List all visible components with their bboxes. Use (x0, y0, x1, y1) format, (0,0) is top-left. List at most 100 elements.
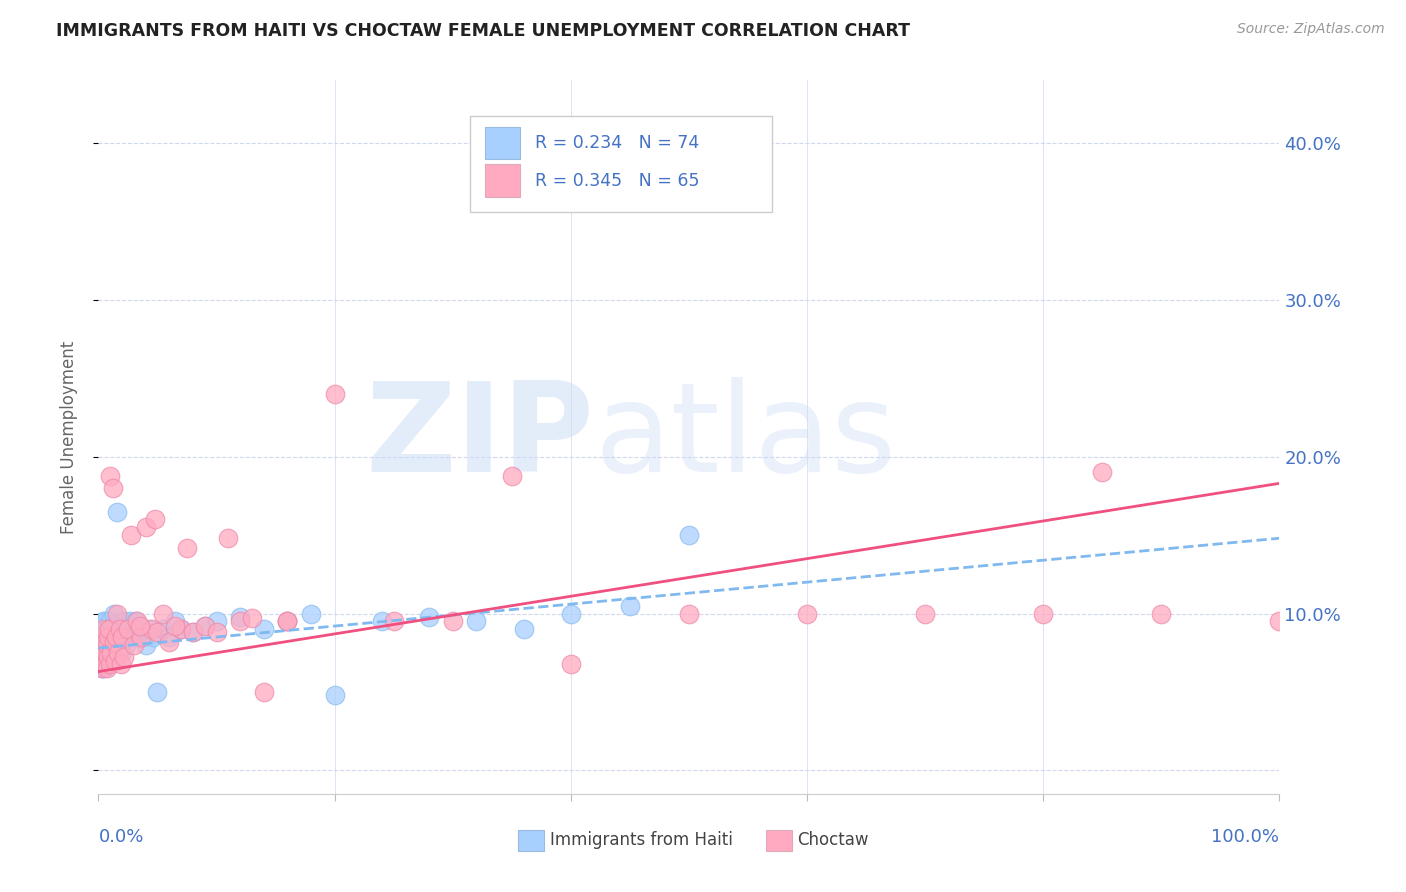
Point (89, 646, 111, 660)
Text: 0.0%: 0.0% (98, 828, 143, 847)
Point (91, 630, 114, 644)
Point (101, 481, 124, 495)
Point (678, 528, 700, 542)
Point (98, 638, 121, 652)
Point (105, 607, 128, 621)
Point (1091, 466, 1114, 480)
Point (120, 615, 142, 629)
Point (127, 615, 149, 629)
Point (135, 520, 157, 534)
Point (91, 657, 114, 671)
Point (108, 622, 131, 636)
Point (253, 622, 276, 636)
Point (107, 646, 129, 660)
Point (111, 630, 134, 644)
Point (121, 528, 143, 542)
Point (91, 625, 114, 640)
FancyBboxPatch shape (485, 164, 520, 196)
Point (1150, 607, 1173, 621)
Point (217, 531, 239, 545)
Point (96, 646, 118, 660)
Point (94, 657, 117, 671)
Point (114, 638, 136, 652)
Point (97, 630, 120, 644)
Point (101, 650, 124, 665)
Point (152, 607, 174, 621)
Point (152, 622, 174, 636)
Point (117, 630, 139, 644)
Point (181, 625, 204, 640)
Point (276, 615, 298, 629)
Point (94, 646, 117, 660)
Point (253, 685, 276, 699)
Point (129, 630, 152, 644)
FancyBboxPatch shape (485, 127, 520, 159)
Point (142, 630, 165, 644)
Point (135, 638, 157, 652)
Point (98, 615, 121, 629)
Point (110, 646, 132, 660)
Point (98, 646, 121, 660)
Text: IMMIGRANTS FROM HAITI VS CHOCTAW FEMALE UNEMPLOYMENT CORRELATION CHART: IMMIGRANTS FROM HAITI VS CHOCTAW FEMALE … (56, 22, 910, 40)
Point (796, 607, 818, 621)
Point (93, 622, 115, 636)
Point (98, 654, 121, 668)
Point (97, 650, 120, 665)
Point (170, 622, 193, 636)
Point (205, 615, 228, 629)
Text: R = 0.234   N = 74: R = 0.234 N = 74 (536, 134, 700, 152)
FancyBboxPatch shape (766, 830, 792, 851)
Point (100, 646, 122, 660)
Point (96, 661, 118, 675)
Point (125, 615, 148, 629)
Point (371, 615, 394, 629)
Point (104, 634, 127, 648)
Point (1032, 607, 1054, 621)
Point (93, 661, 115, 675)
Point (111, 630, 134, 644)
Point (441, 615, 464, 629)
Point (90, 661, 112, 675)
Point (93, 650, 115, 665)
Point (98, 657, 121, 671)
Point (181, 625, 204, 640)
Text: 100.0%: 100.0% (1212, 828, 1279, 847)
Point (89, 650, 111, 665)
Point (914, 607, 936, 621)
Point (112, 615, 135, 629)
FancyBboxPatch shape (517, 830, 544, 851)
Point (194, 619, 217, 633)
Point (501, 468, 523, 483)
Point (91, 630, 114, 644)
Point (90, 646, 112, 660)
Point (170, 622, 193, 636)
Point (94, 640, 117, 655)
Point (110, 657, 132, 671)
Point (176, 541, 198, 555)
Point (91, 615, 114, 629)
Text: Source: ZipAtlas.com: Source: ZipAtlas.com (1237, 22, 1385, 37)
Point (157, 630, 180, 644)
Point (128, 619, 150, 633)
Point (112, 622, 135, 636)
Point (98, 622, 121, 636)
Point (103, 607, 125, 621)
Point (1268, 615, 1291, 629)
Point (194, 619, 217, 633)
Text: Immigrants from Haiti: Immigrants from Haiti (550, 831, 733, 849)
Point (103, 640, 125, 655)
Point (89, 638, 111, 652)
Point (94, 615, 117, 629)
Point (229, 609, 252, 624)
Point (105, 505, 128, 519)
Point (93, 646, 115, 660)
Text: atlas: atlas (595, 376, 897, 498)
Point (108, 622, 131, 636)
Point (94, 654, 117, 668)
Point (276, 615, 298, 629)
FancyBboxPatch shape (471, 116, 772, 212)
Point (382, 615, 405, 629)
Point (141, 622, 163, 636)
Point (157, 634, 180, 648)
Text: Choctaw: Choctaw (797, 831, 869, 849)
